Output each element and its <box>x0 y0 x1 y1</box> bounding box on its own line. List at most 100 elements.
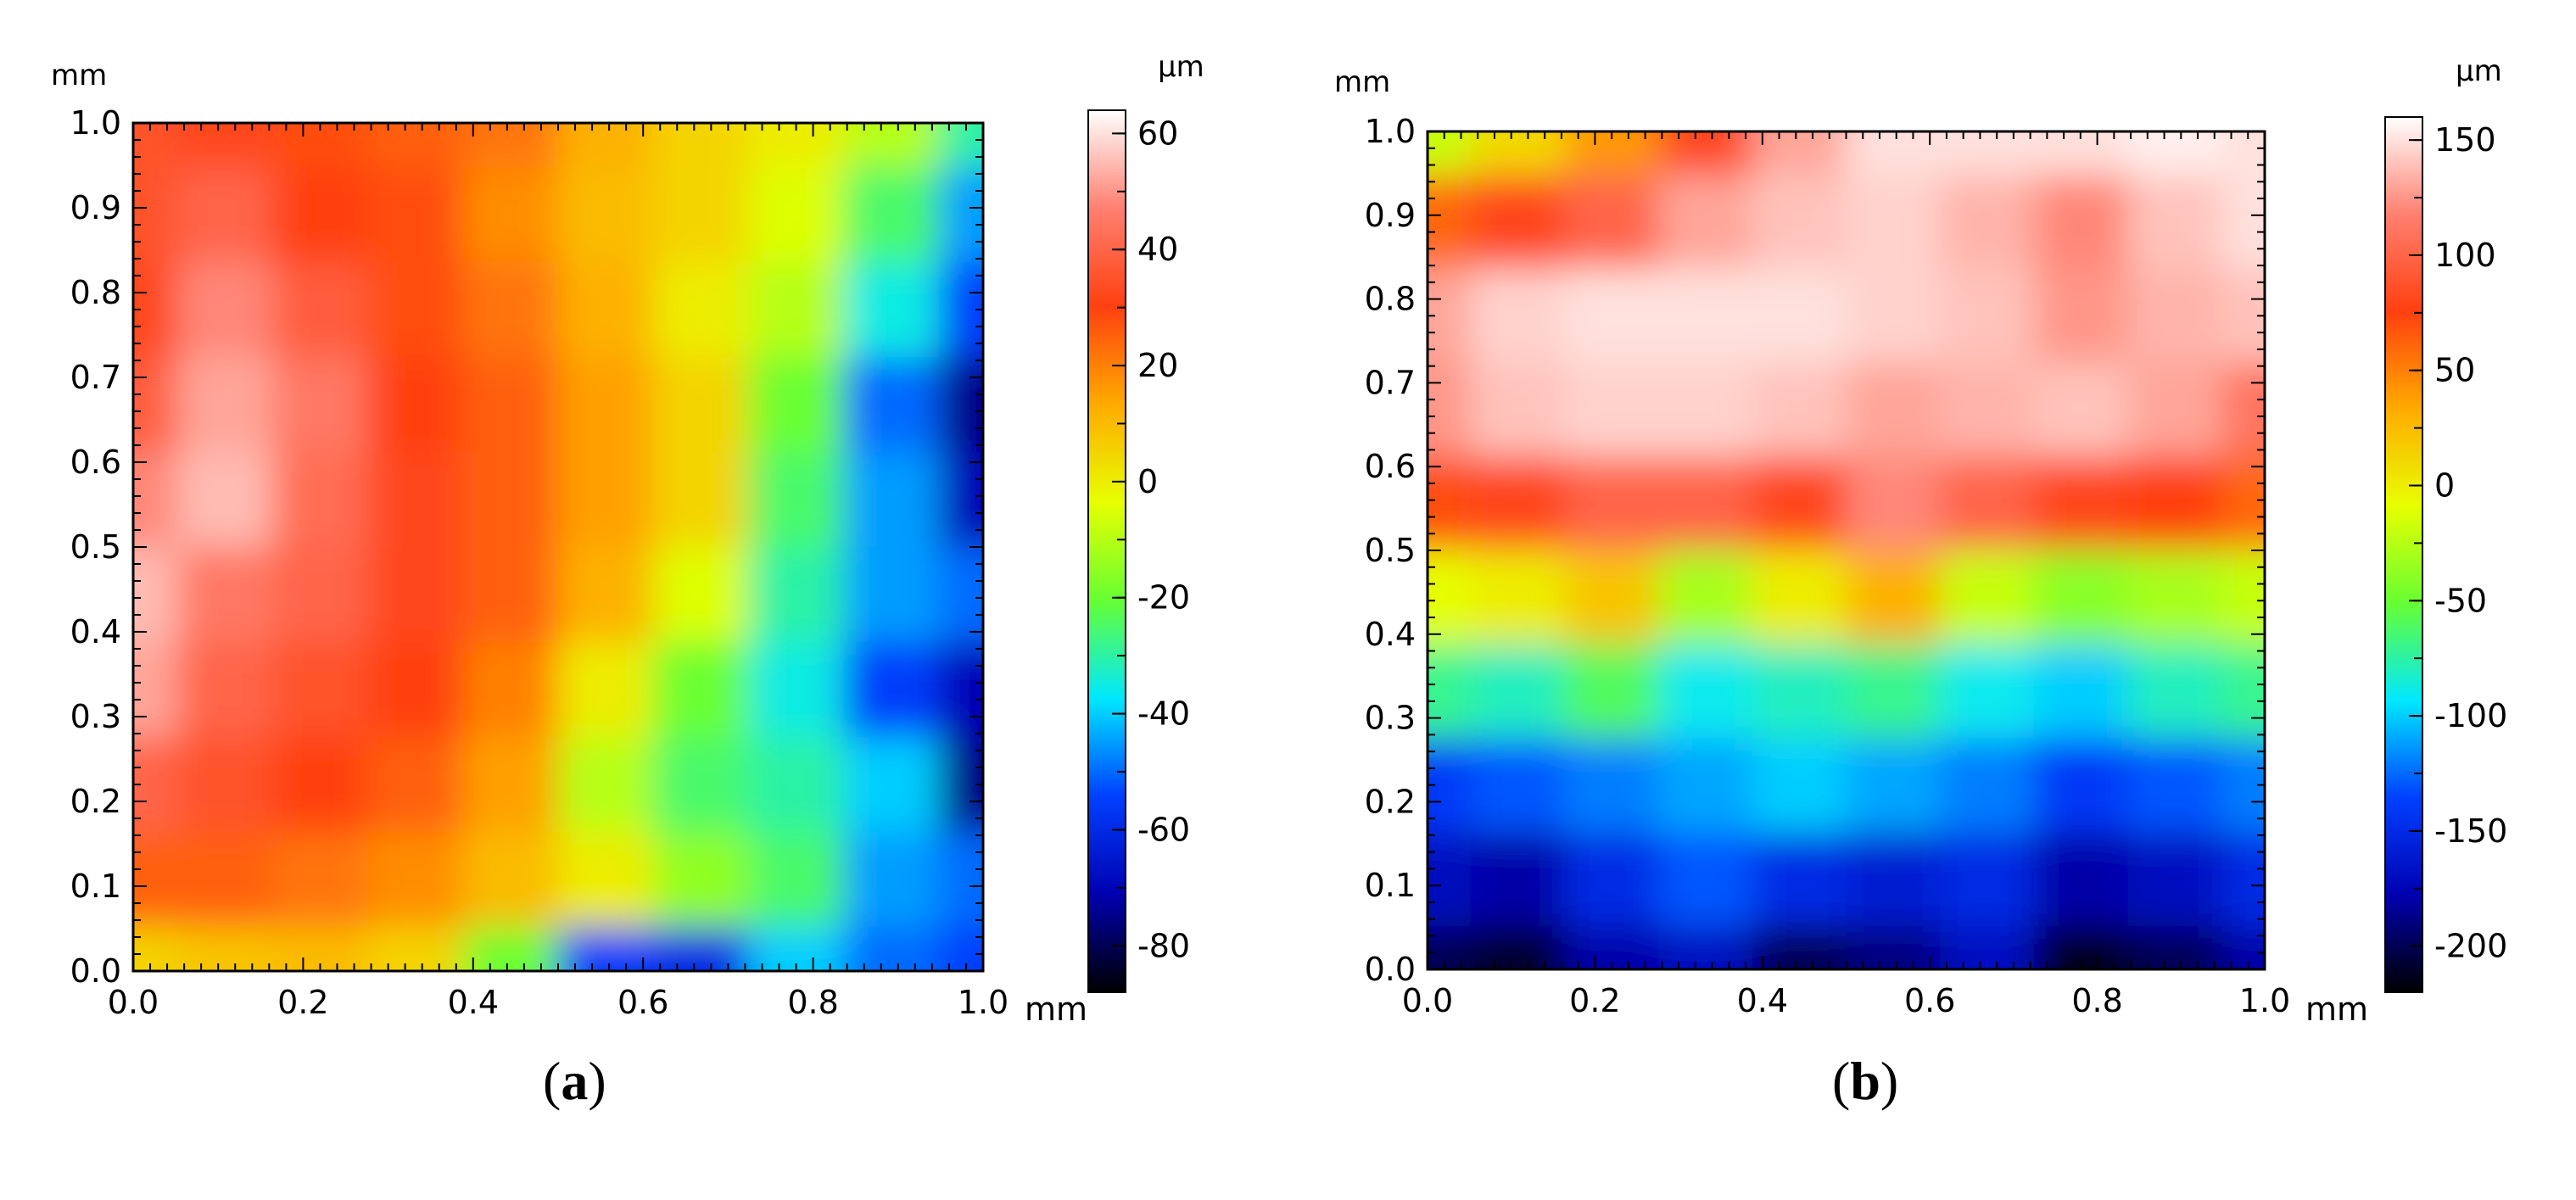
y-tick-label: 0.6 <box>70 444 121 481</box>
heatmap-cell <box>653 452 750 548</box>
heatmap-cell <box>133 452 179 548</box>
heatmap-cell <box>462 832 559 928</box>
heatmap-cell <box>2033 131 2129 176</box>
heatmap-cell <box>1658 738 1753 834</box>
heatmap-cell <box>462 123 559 168</box>
heatmap-a-cells <box>133 123 983 971</box>
y-tick-label: 0.9 <box>70 189 121 226</box>
heatmap-cell <box>1752 832 1847 928</box>
heatmap-cell <box>1752 362 1847 458</box>
heatmap-cell <box>2221 174 2265 270</box>
heatmap-cell <box>558 832 655 928</box>
heatmap-cell <box>2033 832 2129 928</box>
heatmap-cell <box>1846 174 1942 270</box>
heatmap-cell <box>2127 456 2223 551</box>
colorbar-a: 60 40 20 0 -20 -40 -60 -80 <box>1087 109 1190 993</box>
heatmap-b-cells <box>1428 131 2265 969</box>
colorbar-tick-label: 0 <box>2434 467 2455 505</box>
heatmap-cell <box>1470 456 1566 551</box>
colorbar-tick-label: -20 <box>1137 579 1190 617</box>
heatmap-cell <box>1428 644 1472 740</box>
colorbar-tick-label: 0 <box>1137 463 1158 500</box>
y-tick-label: 0.2 <box>70 783 121 820</box>
heatmap-cell <box>367 927 464 971</box>
colorbar-tick-label: -50 <box>2434 582 2487 619</box>
heatmap-cell <box>748 452 845 548</box>
heatmap-cell <box>367 262 464 358</box>
heatmap-cell <box>1658 131 1753 176</box>
heatmap-cell <box>1752 268 1847 364</box>
heatmap-cell <box>367 452 464 548</box>
heatmap-cell <box>843 832 940 928</box>
heatmap-cell <box>748 642 845 738</box>
heatmap-cell <box>1428 174 1472 270</box>
heatmap-cell <box>1428 550 1472 645</box>
heatmap-cell <box>1846 456 1942 551</box>
heatmap-cell <box>558 452 655 548</box>
heatmap-cell <box>1846 926 1942 969</box>
heatmap-cell <box>177 642 274 738</box>
heatmap-cell <box>177 357 274 453</box>
heatmap-cell <box>462 357 559 453</box>
y-tick-label: 0.0 <box>70 952 121 990</box>
x-tick-label: 0.0 <box>1402 982 1453 1019</box>
y-tick-label: 0.3 <box>70 698 121 735</box>
heatmap-cell <box>1428 832 1472 928</box>
heatmap-cell <box>2033 738 2129 834</box>
heatmap-cell <box>367 642 464 738</box>
heatmap-cell <box>938 357 983 453</box>
heatmap-cell <box>1846 131 1942 176</box>
heatmap-cell <box>843 357 940 453</box>
heatmap-cell <box>748 547 845 643</box>
heatmap-cell <box>1658 550 1753 645</box>
heatmap-cell <box>938 927 983 971</box>
heatmap-cell <box>133 547 179 643</box>
heatmap-cell <box>843 927 940 971</box>
heatmap-cell <box>843 167 940 263</box>
heatmap-cell <box>558 357 655 453</box>
heatmap-cell <box>1564 174 1660 270</box>
heatmap-cell <box>1428 131 1472 176</box>
heatmap-cell <box>367 123 464 168</box>
heatmap-cell <box>653 547 750 643</box>
heatmap-cell <box>272 547 369 643</box>
heatmap-cell <box>1752 738 1847 834</box>
heatmap-cell <box>1470 174 1566 270</box>
heatmap-cell <box>177 927 274 971</box>
heatmap-cell <box>938 832 983 928</box>
heatmap-cell <box>177 262 274 358</box>
heatmap-cell <box>1470 550 1566 645</box>
heatmap-cell <box>748 832 845 928</box>
colorbar-unit-b: µm <box>2456 54 2502 88</box>
y-tick-label: 0.5 <box>70 528 121 566</box>
heatmap-cell <box>1752 550 1847 645</box>
y-tick-label: 0.0 <box>1365 951 1416 988</box>
heatmap-cell <box>272 167 369 263</box>
heatmap-cell <box>1564 550 1660 645</box>
heatmap-cell <box>133 167 179 263</box>
heatmap-cell <box>1564 362 1660 458</box>
colorbar-tick-label: -200 <box>2434 928 2507 965</box>
y-tick-label: 0.1 <box>1365 867 1416 904</box>
heatmap-cell <box>748 123 845 168</box>
x-tick-label: 0.2 <box>1569 982 1620 1019</box>
heatmap-cell <box>1470 832 1566 928</box>
heatmap-cell <box>272 642 369 738</box>
heatmap-cell <box>1752 174 1847 270</box>
heatmap-cell <box>653 167 750 263</box>
heatmap-cell <box>2127 738 2223 834</box>
heatmap-cell <box>653 357 750 453</box>
heatmap-cell <box>133 832 179 928</box>
heatmap-cell <box>272 123 369 168</box>
heatmap-cell <box>1940 550 2035 645</box>
heatmap-cell <box>2127 131 2223 176</box>
heatmap-cell <box>1658 926 1753 969</box>
heatmap-cell <box>462 642 559 738</box>
y-tick-label: 0.4 <box>70 613 121 650</box>
heatmap-cell <box>2221 832 2265 928</box>
heatmap-cell <box>462 452 559 548</box>
heatmap-cell <box>1470 131 1566 176</box>
heatmap-cell <box>2221 926 2265 969</box>
heatmap-cell <box>2033 268 2129 364</box>
heatmap-cell <box>558 123 655 168</box>
